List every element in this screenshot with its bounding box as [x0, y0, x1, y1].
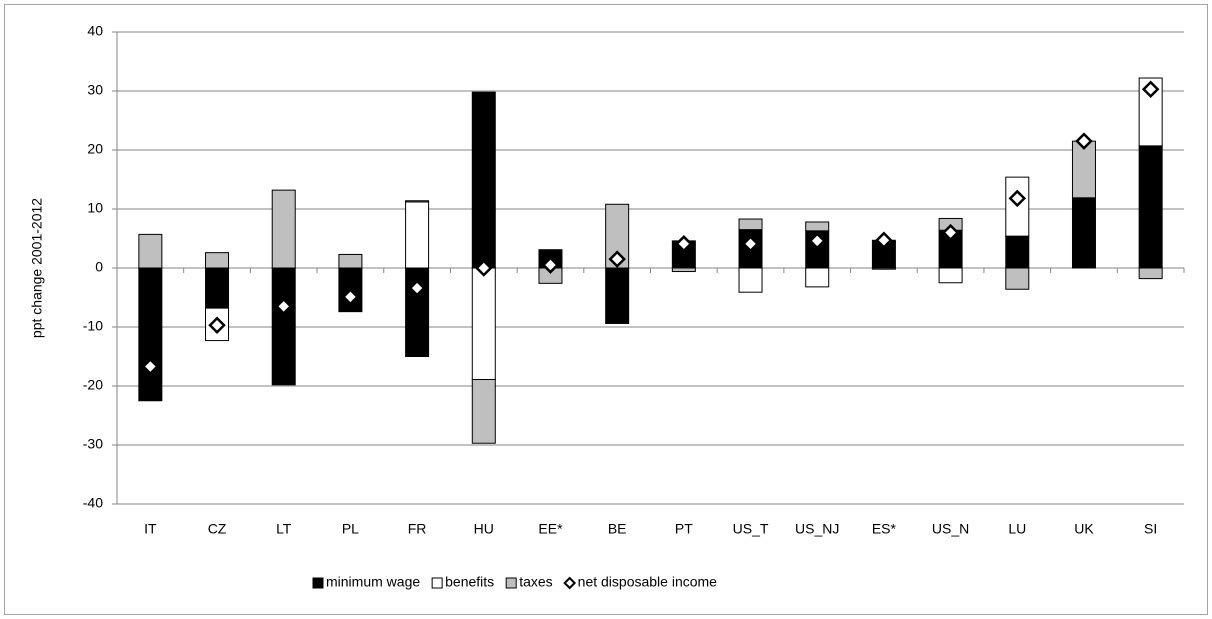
legend-swatch [312, 577, 324, 589]
y-tick-label: -20 [83, 377, 103, 393]
net-marker [274, 297, 293, 316]
bar-segment [1005, 235, 1030, 269]
bar-segment [471, 379, 496, 444]
x-tick-label: UK [1074, 521, 1094, 537]
x-tick-label: BE [608, 521, 627, 537]
x-tick-label: CZ [208, 521, 227, 537]
y-tick-label: -10 [83, 318, 103, 334]
x-tick-label: US_N [932, 521, 969, 537]
x-tick-label: US_T [733, 521, 769, 537]
legend-label: taxes [519, 574, 552, 590]
bar-segment [871, 267, 896, 270]
bar-segment [738, 267, 763, 293]
bar-segment [1005, 267, 1030, 290]
y-tick-label: 40 [87, 23, 103, 39]
bar-segment [1138, 145, 1163, 269]
x-tick-label: LU [1008, 521, 1026, 537]
bar-segment [405, 200, 430, 203]
bar-segment [1138, 77, 1163, 147]
y-tick-label: 0 [95, 259, 103, 275]
net-marker [141, 357, 160, 376]
bar-segment [671, 267, 696, 273]
x-tick-label: US_NJ [795, 521, 839, 537]
net-marker [475, 259, 493, 277]
y-tick-label: -30 [83, 436, 103, 452]
bar-segment [471, 267, 496, 381]
bar-segment [405, 201, 430, 269]
bar-segment [805, 221, 830, 232]
net-marker [341, 288, 360, 306]
bar-segment [138, 267, 163, 402]
y-axis-title: ppt change 2001-2012 [29, 198, 45, 338]
bar-segment [605, 267, 630, 324]
net-marker [875, 231, 893, 250]
legend-marker [563, 576, 577, 590]
legend-label: net disposable income [578, 574, 718, 590]
y-tick-label: -40 [83, 495, 103, 511]
net-marker [208, 316, 226, 334]
bar-segment [938, 267, 963, 284]
y-tick-label: 20 [87, 141, 103, 157]
x-tick-label: IT [144, 521, 157, 537]
net-marker [1075, 132, 1093, 150]
bar-segment [138, 233, 163, 269]
x-tick-label: LT [276, 521, 292, 537]
bar-segment [805, 267, 830, 288]
y-tick-label: 10 [87, 200, 103, 216]
net-marker [675, 235, 693, 253]
net-marker [941, 223, 960, 242]
bar-segment [1138, 267, 1163, 280]
legend-label: minimum wage [326, 574, 420, 590]
x-tick-label: SI [1144, 521, 1157, 537]
net-marker [1008, 189, 1027, 208]
legend-swatch [431, 577, 443, 589]
x-tick-label: FR [408, 521, 427, 537]
bar-segment [605, 203, 630, 269]
net-marker [608, 250, 626, 268]
legend-label: benefits [445, 574, 494, 590]
net-marker [408, 279, 426, 297]
bar-segment [205, 267, 230, 309]
x-tick-label: HU [474, 521, 494, 537]
net-marker [808, 232, 826, 250]
bar-segment [1071, 197, 1096, 269]
bar-segment [271, 189, 296, 269]
bar-segment [271, 267, 296, 386]
bar-segment [205, 252, 230, 269]
x-tick-label: PL [342, 521, 359, 537]
legend-swatch [505, 577, 517, 589]
y-tick-label: 30 [87, 82, 103, 98]
net-marker [1141, 80, 1160, 98]
net-marker [741, 235, 760, 253]
bar-segment [738, 218, 763, 231]
x-tick-label: EE* [538, 521, 563, 537]
x-tick-label: ES* [872, 521, 897, 537]
net-marker [541, 256, 560, 274]
x-tick-label: PT [675, 521, 693, 537]
bar-segment [471, 91, 496, 269]
bar-segment [338, 253, 363, 269]
